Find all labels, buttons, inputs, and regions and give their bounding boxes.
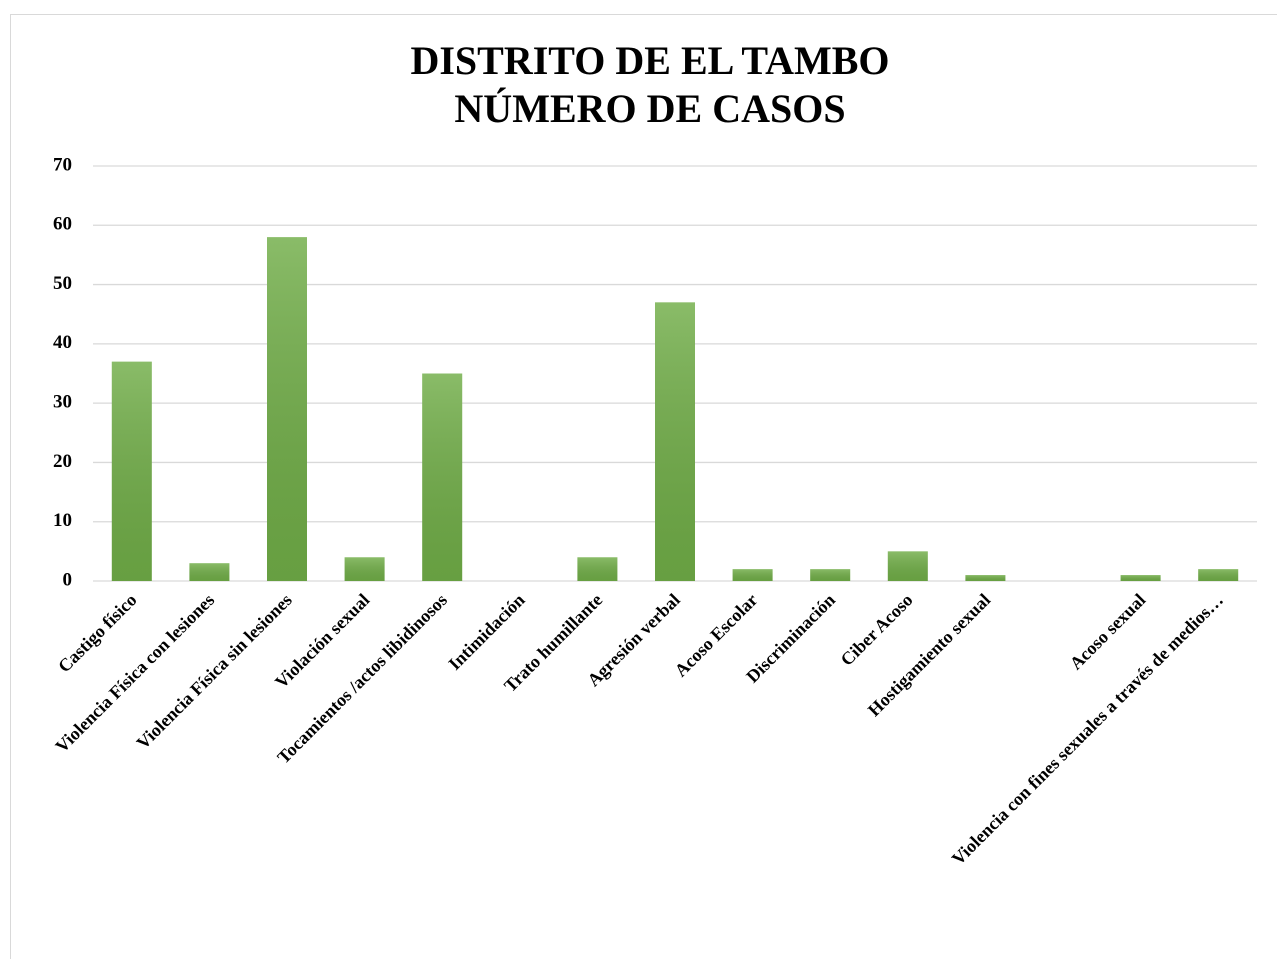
y-tick-label: 60 [53,214,72,235]
bar-shade [1120,575,1161,581]
x-tick-label: Tocamientos /actos libidinosos [273,590,451,768]
bar-shade [344,557,385,581]
x-tick-label: Intimidación [444,590,528,674]
bar-shade [111,361,152,581]
chart-border [10,14,1277,959]
bar-shade [189,563,230,581]
x-tick-label: Ciber Acoso [837,590,917,670]
bar-shade [887,551,928,581]
chart-title: NÚMERO DE CASOS [454,86,845,131]
chart-title: DISTRITO DE EL TAMBO [410,38,889,83]
y-tick-label: 50 [53,273,72,294]
y-tick-label: 0 [63,569,73,590]
x-tick-label: Violencia Física con lesiones [51,590,218,757]
y-tick-label: 10 [53,510,72,531]
bar-shade [577,557,618,581]
y-tick-label: 40 [53,332,72,353]
bar-shade [810,569,851,581]
bar-shade [965,575,1006,581]
bar-shade [422,373,463,581]
x-tick-label: Violencia Física sin lesiones [133,590,296,753]
bar-shade [1198,569,1239,581]
y-tick-label: 30 [53,392,72,413]
y-tick-label: 20 [53,451,72,472]
x-tick-label: Acoso sexual [1066,590,1150,674]
bar-shade [655,302,695,581]
x-tick-label: Castigo físico [54,590,141,677]
y-tick-label: 70 [53,154,72,175]
bar-shade [732,569,773,581]
x-tick-label: Violencia con fines sexuales a través de… [948,590,1227,869]
bar-shade [267,237,307,581]
